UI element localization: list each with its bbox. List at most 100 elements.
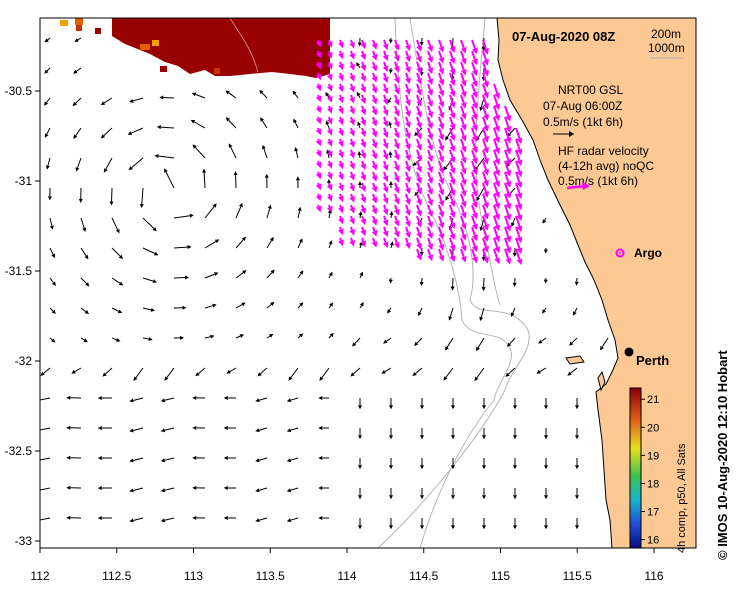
radar-vector	[460, 171, 467, 186]
radar-vector	[382, 72, 389, 84]
radar-vector	[382, 226, 389, 238]
model-vector	[513, 428, 517, 440]
radar-vector	[371, 105, 378, 116]
radar-vector	[349, 83, 355, 93]
radar-vector	[493, 204, 501, 221]
radar-vector	[338, 83, 344, 93]
radar-vector	[427, 149, 434, 163]
model-vector	[538, 337, 547, 344]
radar-vector	[338, 94, 344, 104]
radar-vector	[315, 105, 322, 114]
radar-vector	[482, 193, 489, 209]
radar-vector	[405, 83, 411, 96]
model-vector	[318, 485, 330, 490]
radar-vector	[449, 237, 456, 252]
model-vector	[129, 397, 144, 403]
model-vector	[544, 518, 548, 530]
model-vector	[204, 334, 215, 339]
radar-vector	[382, 237, 389, 249]
radar-vector	[427, 248, 434, 262]
model-vector	[97, 426, 113, 431]
radar-vector	[504, 226, 512, 243]
radar-vector	[427, 171, 434, 185]
radar-vector	[393, 50, 400, 62]
radar-vector	[427, 138, 434, 152]
model-vector	[111, 337, 121, 342]
radar-vector	[349, 149, 355, 159]
radar-vector	[427, 193, 434, 207]
radar-vector	[360, 204, 367, 215]
model-vector	[476, 337, 485, 352]
radar-vector	[515, 248, 523, 266]
radar-vector	[371, 215, 378, 226]
model-vector	[297, 333, 304, 339]
radar-vector	[427, 105, 434, 119]
model-vector	[192, 515, 206, 520]
radar-vector	[449, 39, 456, 54]
radar-vector	[371, 160, 378, 171]
model-vector	[160, 397, 175, 403]
model-vector	[359, 271, 364, 279]
model-vector	[266, 204, 272, 219]
radar-vector	[338, 204, 344, 214]
radar-vector	[438, 215, 445, 229]
radar-vector	[371, 127, 378, 138]
radar-vector	[371, 226, 378, 237]
island	[565, 355, 585, 365]
model-vector	[419, 277, 424, 287]
radar-legend-arrow	[566, 182, 590, 190]
radar-vector	[416, 127, 422, 140]
radar-vector	[382, 138, 389, 150]
model-vector	[225, 117, 237, 129]
model-vector	[266, 269, 275, 279]
radar-vector	[326, 193, 333, 202]
model-vector	[233, 171, 238, 189]
radar-vector	[393, 83, 400, 95]
radar-vector	[416, 105, 422, 118]
radar-vector	[349, 61, 355, 71]
radar-vector	[405, 138, 411, 151]
model-vector	[223, 395, 237, 400]
radar-vector	[482, 61, 489, 77]
model-vector	[476, 187, 485, 202]
radar-vector	[349, 215, 355, 225]
radar-vector	[393, 226, 400, 238]
radar-vector	[438, 61, 445, 75]
radar-vector	[493, 138, 501, 155]
model-vector	[173, 245, 192, 250]
radar-vector	[449, 204, 456, 219]
model-vector	[357, 121, 361, 129]
model-vector	[419, 37, 424, 47]
model-vector	[40, 397, 51, 401]
radar-vector	[449, 149, 456, 164]
radar-vector	[471, 204, 478, 220]
model-vector	[328, 302, 334, 309]
perth-marker	[624, 347, 634, 357]
radar-vector	[416, 94, 422, 107]
radar-vector	[360, 105, 367, 116]
model-vector	[575, 488, 579, 500]
radar-vector	[371, 83, 378, 94]
radar-vector	[493, 248, 501, 265]
radar-vector	[360, 39, 367, 50]
model-vector	[295, 176, 300, 189]
radar-vector	[326, 204, 333, 213]
radar-vector	[393, 237, 400, 249]
radar-vector	[471, 127, 478, 143]
radar-vector	[504, 204, 512, 221]
radar-vector	[460, 127, 467, 142]
x-tick-label: 114.5	[409, 569, 438, 583]
model-vector	[420, 428, 424, 440]
argo-marker	[615, 248, 625, 258]
model-vector	[160, 487, 175, 493]
radar-vector	[315, 94, 322, 103]
model-vector	[543, 277, 548, 284]
model-vector	[389, 458, 393, 470]
model-vector	[111, 217, 120, 234]
radar-vector	[416, 204, 422, 217]
radar-vector	[416, 215, 422, 228]
radar-vector	[449, 248, 456, 263]
radar-vector	[460, 226, 467, 241]
model-vector	[383, 337, 392, 344]
model-vector	[66, 515, 82, 520]
